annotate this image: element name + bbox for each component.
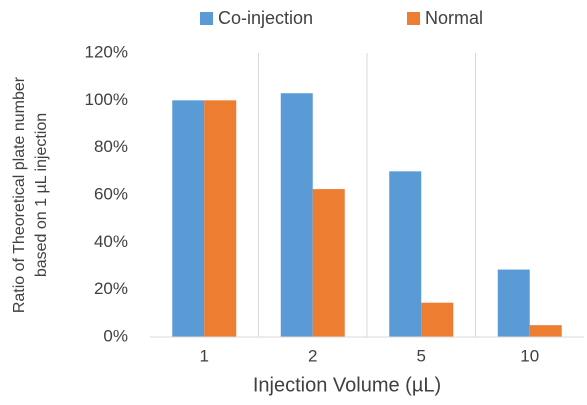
y-tick-label: 0%	[103, 326, 128, 345]
y-tick-label: 80%	[94, 137, 128, 156]
legend-label: Normal	[425, 8, 483, 28]
x-tick-label: 5	[417, 346, 426, 365]
legend-swatch	[407, 12, 420, 25]
bar	[497, 269, 530, 337]
x-tick-label: 1	[200, 346, 209, 365]
x-tick-label: 2	[308, 346, 317, 365]
bar	[312, 189, 345, 337]
y-axis-title: Ratio of Theoretical plate number	[11, 76, 28, 313]
y-tick-label: 120%	[85, 42, 128, 61]
bar	[421, 302, 454, 337]
y-tick-label: 100%	[85, 90, 128, 109]
x-axis-title: Injection Volume (µL)	[253, 374, 441, 396]
y-tick-label: 20%	[94, 279, 128, 298]
bar	[280, 93, 313, 337]
legend-label: Co-injection	[218, 8, 313, 28]
bar	[204, 100, 237, 337]
bar	[389, 171, 422, 337]
bar	[172, 100, 205, 337]
legend-swatch	[200, 12, 213, 25]
y-axis-title: based on 1 µL injection	[33, 113, 50, 277]
y-tick-label: 40%	[94, 232, 128, 251]
bar	[529, 325, 562, 337]
x-tick-label: 10	[520, 346, 539, 365]
y-tick-label: 60%	[94, 184, 128, 203]
